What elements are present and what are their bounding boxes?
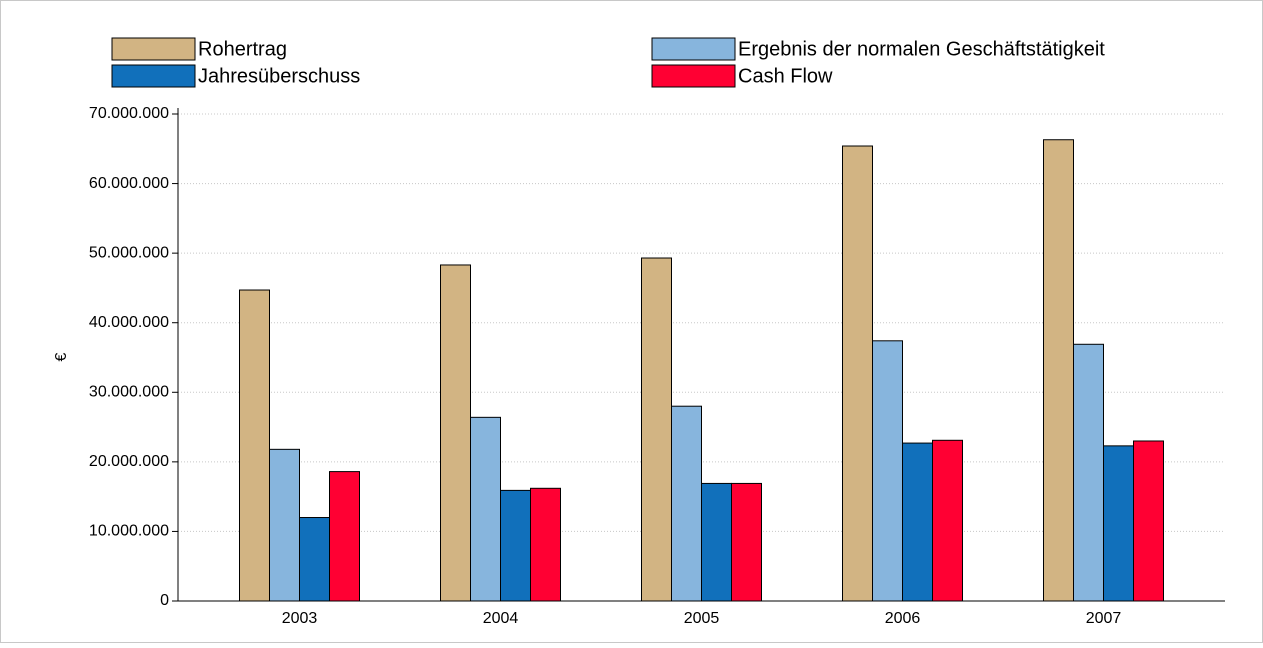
- bar: [671, 405, 702, 602]
- legend-swatch: [651, 64, 736, 88]
- x-tick-label: 2007: [1086, 610, 1122, 627]
- legend-label: Ergebnis der normalen Geschäftstätigkeit: [738, 38, 1105, 60]
- legend-label: Cash Flow: [738, 65, 833, 87]
- bar: [902, 442, 933, 602]
- y-tick-label: 60.000.000: [89, 175, 169, 192]
- x-tick-label: 2004: [483, 610, 519, 627]
- bar: [329, 471, 360, 602]
- bar: [500, 489, 531, 602]
- bar: [299, 517, 330, 602]
- bar: [1073, 343, 1104, 602]
- y-tick-label: 20.000.000: [89, 453, 169, 470]
- x-tick-label: 2003: [282, 610, 318, 627]
- bar: [530, 487, 561, 602]
- x-tick-label: 2005: [684, 610, 720, 627]
- legend-label: Jahresüberschuss: [198, 65, 360, 87]
- y-tick-label: 30.000.000: [89, 384, 169, 401]
- bar: [842, 145, 873, 602]
- legend-label: Rohertrag: [198, 38, 287, 60]
- bar: [1043, 139, 1074, 602]
- bar: [1103, 445, 1134, 602]
- bar: [932, 439, 963, 602]
- bar: [731, 482, 762, 602]
- x-tick-label: 2006: [885, 610, 921, 627]
- legend-swatch: [111, 37, 196, 61]
- bar: [470, 416, 501, 602]
- y-tick-label: 0: [160, 592, 169, 609]
- y-tick-label: 10.000.000: [89, 523, 169, 540]
- bar: [701, 482, 732, 602]
- bar: [872, 340, 903, 602]
- legend-swatch: [651, 37, 736, 61]
- y-tick-label: 50.000.000: [89, 244, 169, 261]
- bar: [641, 257, 672, 602]
- bar: [269, 448, 300, 602]
- bar: [440, 264, 471, 602]
- y-axis-label: €: [53, 352, 70, 361]
- y-tick-label: 70.000.000: [89, 105, 169, 122]
- legend-swatch: [111, 64, 196, 88]
- bar: [1133, 440, 1164, 602]
- y-tick-label: 40.000.000: [89, 314, 169, 331]
- bar: [239, 289, 270, 602]
